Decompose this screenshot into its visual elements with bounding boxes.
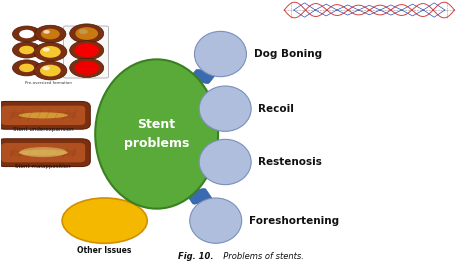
Ellipse shape bbox=[194, 31, 246, 77]
FancyBboxPatch shape bbox=[1, 143, 85, 162]
Text: Fig. 10.: Fig. 10. bbox=[178, 252, 213, 261]
Text: Restenosis: Restenosis bbox=[258, 157, 322, 167]
Ellipse shape bbox=[18, 112, 68, 118]
Circle shape bbox=[74, 43, 99, 57]
Text: Stent underexpansion: Stent underexpansion bbox=[13, 127, 73, 132]
Circle shape bbox=[41, 29, 60, 39]
Circle shape bbox=[34, 43, 67, 61]
Text: Other Issues: Other Issues bbox=[77, 246, 132, 255]
Text: Recoil: Recoil bbox=[258, 104, 294, 114]
Ellipse shape bbox=[95, 59, 218, 209]
Text: Stent malapposition: Stent malapposition bbox=[16, 164, 71, 169]
FancyBboxPatch shape bbox=[0, 139, 90, 166]
Text: Stent
problems: Stent problems bbox=[124, 118, 189, 150]
FancyBboxPatch shape bbox=[64, 26, 109, 78]
Text: Problems of stents.: Problems of stents. bbox=[218, 252, 304, 261]
Circle shape bbox=[12, 42, 41, 58]
Circle shape bbox=[19, 46, 34, 54]
Circle shape bbox=[12, 60, 41, 76]
Circle shape bbox=[75, 27, 98, 40]
Polygon shape bbox=[114, 160, 139, 228]
Ellipse shape bbox=[199, 139, 251, 185]
Circle shape bbox=[19, 30, 34, 38]
FancyBboxPatch shape bbox=[194, 107, 223, 123]
Circle shape bbox=[70, 24, 104, 43]
FancyBboxPatch shape bbox=[185, 188, 213, 204]
Ellipse shape bbox=[19, 147, 67, 157]
Ellipse shape bbox=[199, 86, 251, 131]
Circle shape bbox=[12, 26, 41, 42]
Circle shape bbox=[70, 58, 104, 77]
Circle shape bbox=[79, 29, 88, 34]
FancyBboxPatch shape bbox=[0, 102, 90, 129]
Circle shape bbox=[43, 66, 50, 70]
Text: Foreshortening: Foreshortening bbox=[249, 216, 339, 226]
Circle shape bbox=[74, 61, 99, 75]
Circle shape bbox=[40, 65, 61, 76]
Ellipse shape bbox=[62, 198, 147, 243]
FancyBboxPatch shape bbox=[194, 147, 222, 163]
Circle shape bbox=[70, 41, 104, 60]
Circle shape bbox=[43, 30, 50, 34]
FancyBboxPatch shape bbox=[1, 106, 85, 125]
Circle shape bbox=[43, 47, 50, 52]
FancyBboxPatch shape bbox=[189, 69, 216, 84]
Ellipse shape bbox=[190, 198, 242, 243]
Circle shape bbox=[19, 64, 34, 72]
Ellipse shape bbox=[18, 150, 68, 156]
Text: Pre-oversized formation: Pre-oversized formation bbox=[25, 81, 72, 85]
Circle shape bbox=[40, 46, 61, 58]
Text: Dog Boning: Dog Boning bbox=[254, 49, 322, 59]
Circle shape bbox=[34, 61, 67, 80]
Circle shape bbox=[35, 25, 66, 43]
